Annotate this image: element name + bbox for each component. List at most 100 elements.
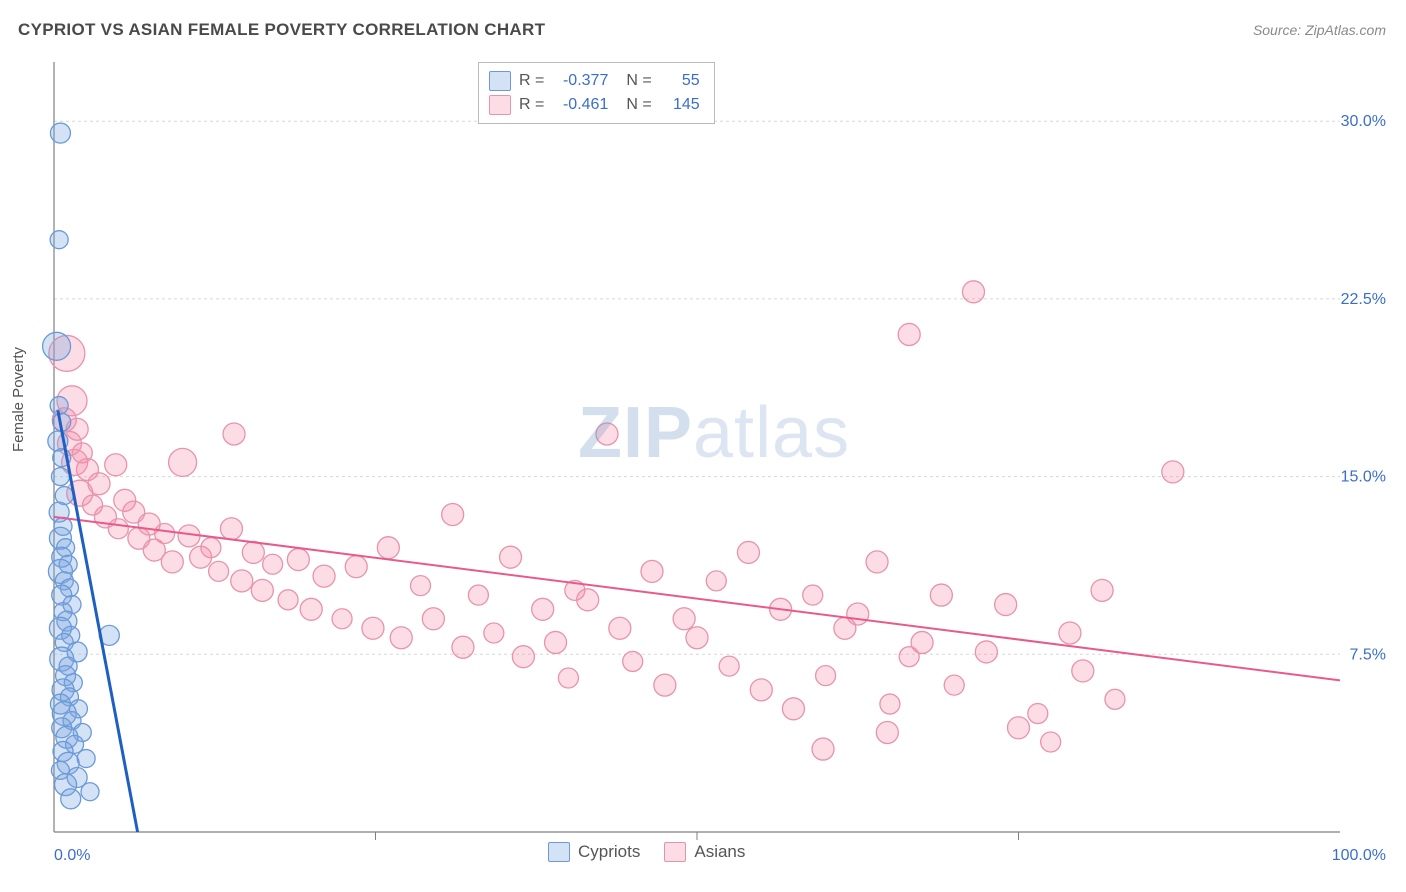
asians-point	[898, 323, 920, 345]
y-tick-label: 30.0%	[1341, 113, 1386, 130]
n-label: N =	[626, 96, 651, 114]
asians-point	[686, 627, 708, 649]
legend-row-cypriots: R =-0.377N =55	[489, 69, 700, 93]
y-tick-label: 15.0%	[1341, 469, 1386, 486]
asians-point	[190, 546, 212, 568]
asians-point	[468, 585, 488, 605]
asians-point	[706, 571, 726, 591]
y-axis-label: Female Poverty	[10, 347, 27, 452]
asians-point	[1059, 622, 1081, 644]
asians-point	[623, 651, 643, 671]
asians-point	[847, 603, 869, 625]
asians-point	[816, 666, 836, 686]
asians-point	[1105, 689, 1125, 709]
asians-label: Asians	[694, 842, 745, 862]
cypriots-swatch	[548, 842, 570, 862]
asians-point	[377, 537, 399, 559]
asians-point	[169, 448, 197, 476]
cypriots-point	[77, 750, 95, 768]
asians-point	[596, 423, 618, 445]
cypriots-point	[50, 123, 70, 143]
asians-point	[1041, 732, 1061, 752]
asians-point	[812, 738, 834, 760]
asians-point	[577, 589, 599, 611]
cypriots-point	[51, 468, 69, 486]
asians-point	[161, 551, 183, 573]
asians-swatch	[664, 842, 686, 862]
asians-point	[654, 674, 676, 696]
asians-point	[287, 549, 309, 571]
asians-point	[995, 594, 1017, 616]
asians-point	[930, 584, 952, 606]
asians-point	[609, 617, 631, 639]
asians-point	[803, 585, 823, 605]
asians-point	[673, 608, 695, 630]
n-label: N =	[626, 72, 651, 90]
asians-point	[263, 554, 283, 574]
asians-point	[641, 560, 663, 582]
asians-point	[737, 541, 759, 563]
asians-point	[313, 565, 335, 587]
source-attribution: Source: ZipAtlas.com	[1253, 22, 1386, 38]
cypriots-point	[43, 332, 71, 360]
asians-point	[223, 423, 245, 445]
asians-point	[300, 598, 322, 620]
y-tick-label: 7.5%	[1350, 646, 1386, 663]
asians-point	[962, 281, 984, 303]
x-tick-label: 100.0%	[1332, 847, 1386, 864]
asians-point	[545, 631, 567, 653]
asians-point	[411, 576, 431, 596]
cypriots-swatch	[489, 71, 511, 91]
cypriots-point	[50, 231, 68, 249]
asians-point	[532, 598, 554, 620]
asians-r-value: -0.461	[552, 96, 608, 114]
asians-point	[944, 675, 964, 695]
legend-item-asians: Asians	[664, 842, 745, 862]
asians-point	[251, 579, 273, 601]
asians-point	[719, 656, 739, 676]
asians-point	[209, 561, 229, 581]
asians-point	[442, 504, 464, 526]
cypriots-r-value: -0.377	[552, 72, 608, 90]
asians-point	[911, 631, 933, 653]
asians-point	[231, 570, 253, 592]
asians-point	[362, 617, 384, 639]
asians-point	[750, 679, 772, 701]
asians-point	[782, 698, 804, 720]
asians-point	[422, 608, 444, 630]
asians-point	[558, 668, 578, 688]
asians-point	[1008, 717, 1030, 739]
cypriots-label: Cypriots	[578, 842, 640, 862]
asians-point	[220, 518, 242, 540]
asians-point	[332, 609, 352, 629]
asians-point	[484, 623, 504, 643]
asians-trendline	[54, 517, 1340, 680]
asians-point	[512, 646, 534, 668]
scatter-plot: 7.5% 15.0% 22.5% 30.0% 0.0% 100.0%	[18, 52, 1388, 872]
legend-row-asians: R = -0.461 N = 145	[489, 93, 700, 117]
asians-point	[1162, 461, 1184, 483]
asians-point	[880, 694, 900, 714]
asians-point	[345, 556, 367, 578]
asians-point	[866, 551, 888, 573]
chart-container: Female Poverty ZIPatlas 7.5%15.0%22.5%30…	[18, 52, 1388, 872]
asians-point	[1072, 660, 1094, 682]
asians-point	[975, 641, 997, 663]
chart-title: CYPRIOT VS ASIAN FEMALE POVERTY CORRELAT…	[18, 20, 545, 40]
cypriots-point	[81, 783, 99, 801]
asians-point	[242, 541, 264, 563]
asians-point	[105, 454, 127, 476]
asians-point	[108, 519, 128, 539]
x-tick-label: 0.0%	[54, 847, 90, 864]
asians-point	[500, 546, 522, 568]
r-label: R =	[519, 96, 544, 114]
legend-item-cypriots: Cypriots	[548, 842, 640, 862]
asians-point	[1028, 704, 1048, 724]
asians-point	[876, 721, 898, 743]
asians-point	[452, 636, 474, 658]
asians-n-value: 145	[660, 96, 700, 114]
cypriots-point	[61, 789, 81, 809]
y-tick-label: 22.5%	[1341, 291, 1386, 308]
cypriots-n-value: 55	[660, 72, 700, 90]
asians-swatch	[489, 95, 511, 115]
